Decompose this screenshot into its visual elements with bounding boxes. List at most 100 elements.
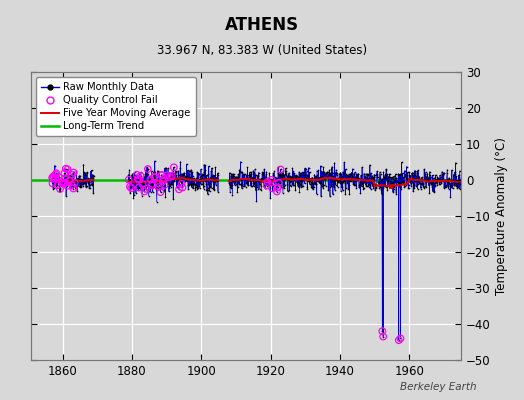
Point	[311, 181, 319, 188]
Point	[355, 184, 363, 190]
Point	[201, 166, 209, 173]
Point	[365, 175, 374, 181]
Point	[379, 333, 387, 340]
Point	[358, 181, 367, 188]
Point	[399, 174, 407, 180]
Point	[148, 181, 157, 187]
Point	[129, 195, 138, 201]
Point	[440, 170, 448, 176]
Point	[447, 180, 455, 186]
Point	[157, 172, 166, 178]
Point	[270, 174, 279, 180]
Point	[161, 176, 170, 182]
Point	[431, 180, 439, 186]
Point	[336, 170, 345, 176]
Point	[61, 177, 70, 184]
Point	[244, 182, 253, 188]
Point	[328, 166, 336, 172]
Point	[57, 177, 66, 183]
Point	[155, 184, 163, 190]
Point	[330, 184, 338, 190]
Point	[169, 167, 177, 174]
Point	[79, 182, 87, 189]
Point	[395, 172, 403, 178]
Point	[307, 176, 315, 182]
Point	[356, 176, 365, 182]
Point	[226, 179, 235, 186]
Point	[296, 171, 304, 178]
Point	[149, 178, 158, 184]
Point	[238, 175, 247, 181]
Point	[247, 183, 256, 189]
Point	[405, 182, 413, 188]
Point	[287, 183, 295, 190]
Point	[329, 169, 337, 176]
Point	[337, 179, 346, 185]
Point	[344, 177, 352, 183]
Point	[143, 164, 151, 170]
Point	[253, 173, 261, 179]
Point	[180, 170, 188, 176]
Point	[445, 182, 454, 188]
Point	[391, 178, 399, 184]
Point	[360, 170, 368, 177]
Point	[294, 174, 302, 180]
Point	[316, 180, 325, 186]
Point	[411, 168, 420, 174]
Point	[263, 179, 271, 185]
Point	[226, 170, 234, 176]
Point	[287, 178, 295, 184]
Point	[210, 177, 219, 184]
Point	[361, 174, 369, 180]
Point	[138, 181, 147, 187]
Point	[301, 165, 309, 172]
Point	[53, 182, 61, 188]
Point	[167, 170, 176, 176]
Point	[89, 174, 97, 181]
Point	[332, 166, 340, 173]
Point	[185, 168, 194, 174]
Point	[203, 186, 212, 193]
Point	[81, 170, 89, 177]
Point	[243, 164, 252, 170]
Point	[274, 164, 282, 170]
Point	[441, 177, 449, 183]
Point	[182, 174, 190, 180]
Point	[144, 166, 152, 172]
Point	[151, 169, 159, 175]
Point	[260, 175, 269, 182]
Point	[456, 186, 464, 192]
Point	[178, 184, 187, 191]
Point	[284, 171, 292, 178]
Point	[398, 179, 406, 185]
Point	[333, 177, 342, 183]
Point	[402, 175, 410, 181]
Point	[71, 185, 80, 192]
Point	[275, 171, 283, 178]
Point	[295, 169, 303, 175]
Point	[195, 183, 203, 189]
Point	[435, 172, 444, 178]
Point	[383, 186, 391, 193]
Point	[125, 167, 134, 173]
Point	[452, 173, 461, 180]
Point	[140, 188, 148, 195]
Point	[128, 170, 137, 177]
Point	[249, 174, 258, 181]
Point	[167, 184, 175, 190]
Point	[252, 198, 260, 204]
Point	[51, 162, 59, 169]
Point	[383, 175, 391, 182]
Point	[245, 172, 254, 178]
Point	[387, 178, 395, 184]
Point	[88, 180, 96, 187]
Point	[424, 179, 432, 186]
Point	[435, 176, 444, 182]
Point	[198, 175, 206, 181]
Point	[279, 190, 287, 196]
Point	[420, 176, 429, 183]
Point	[298, 178, 307, 185]
Point	[297, 170, 305, 176]
Point	[241, 176, 249, 182]
Point	[439, 171, 447, 178]
